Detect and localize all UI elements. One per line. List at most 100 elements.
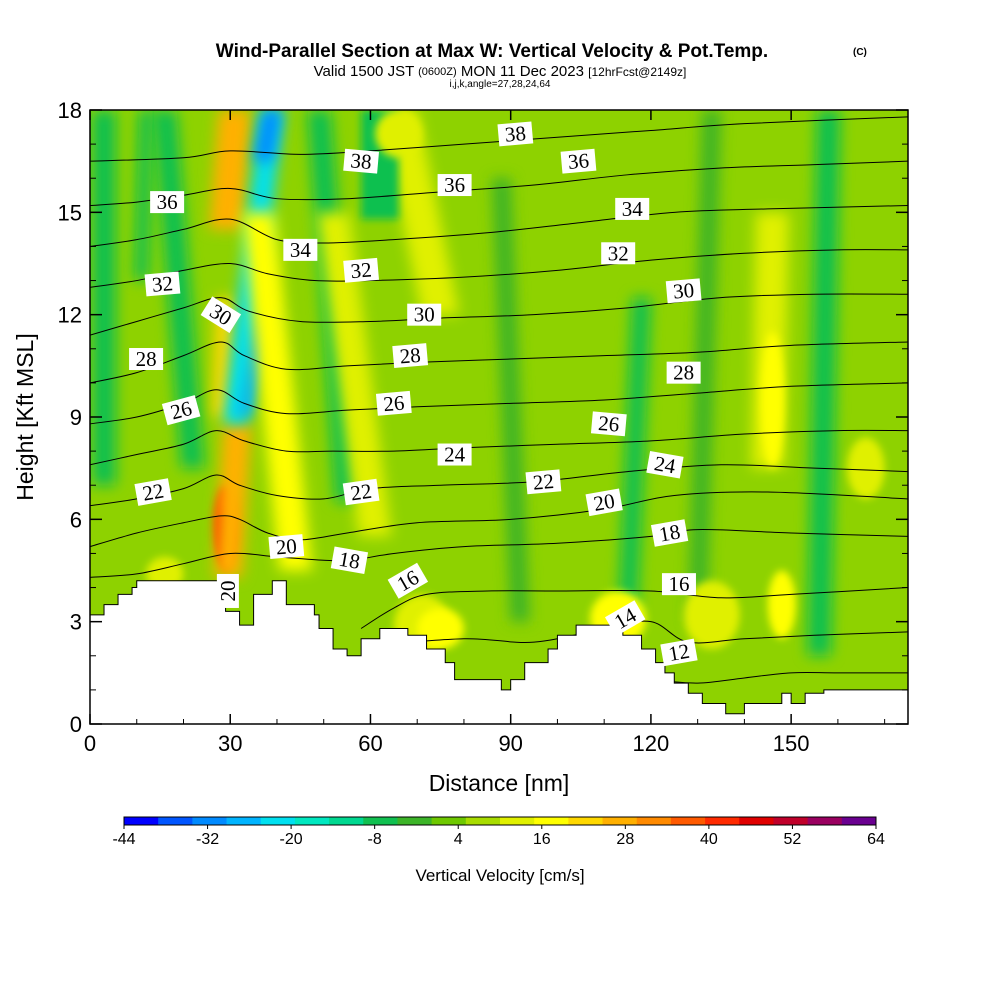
y-tick-label: 9 — [70, 405, 82, 430]
contour-label-14: 28 — [392, 343, 429, 369]
contour-label-text: 20 — [275, 534, 298, 560]
subtitle-fcst: [12hrFcst@2149z] — [588, 65, 686, 79]
contour-label-11: 30 — [407, 303, 442, 327]
contour-label-text: 36 — [157, 190, 178, 214]
contour-label-20: 24 — [646, 450, 684, 479]
contour-label-box — [200, 296, 242, 334]
x-tick-label: 30 — [218, 731, 242, 756]
contour-label-text: 20 — [592, 489, 617, 516]
subtitle-date: MON 11 Dec 2023 — [461, 63, 584, 80]
x-tick-label: 60 — [358, 731, 382, 756]
contour-label-box — [646, 450, 684, 479]
contour-label-box — [437, 174, 472, 197]
y-tick-label: 6 — [70, 507, 82, 532]
chart-subtitle: Valid 1500 JST (0600Z) MON 11 Dec 2023 [… — [314, 62, 687, 80]
y-tick-label: 18 — [58, 98, 82, 123]
contour-label-1: 38 — [497, 121, 534, 147]
chart-title: Wind-Parallel Section at Max W: Vertical… — [216, 41, 768, 62]
contour-label-text: 34 — [622, 197, 644, 221]
contour-label-box — [283, 238, 318, 261]
contour-label-18: 26 — [590, 411, 627, 437]
contour-label-text: 26 — [597, 411, 620, 437]
contour-label-box — [216, 573, 239, 608]
y-tick-label: 0 — [70, 712, 82, 737]
contour-label-text: 12 — [667, 639, 692, 666]
contour-label-box — [375, 390, 412, 416]
contour-label-box — [661, 573, 696, 596]
x-tick-label: 120 — [633, 731, 670, 756]
contour-label-text: 22 — [349, 479, 373, 506]
contour-label-31: 14 — [604, 600, 646, 637]
contour-label-box — [660, 638, 698, 667]
contour-label-text: 34 — [290, 238, 312, 262]
contour-label-text: 38 — [350, 148, 373, 174]
colorbar-swatch — [841, 817, 877, 825]
colorbar-swatch — [705, 817, 740, 825]
subtitle-valid: Valid 1500 JST — [314, 63, 414, 80]
colorbar-swatch — [397, 817, 433, 825]
contour-label-box — [387, 562, 429, 599]
contour-label-box — [560, 148, 597, 174]
contour-label-box — [407, 303, 442, 326]
velocity-plume-20 — [134, 110, 154, 281]
velocity-core-26 — [767, 570, 796, 639]
contour-label-box — [330, 546, 369, 575]
contour-label-box — [150, 191, 185, 214]
isentrope-14 — [370, 620, 908, 647]
isentrope-38 — [90, 116, 908, 162]
contour-label-text: 32 — [350, 257, 373, 283]
isentrope-24 — [90, 429, 908, 466]
x-axis-label: Distance [nm] — [429, 770, 570, 796]
contour-label-box — [144, 271, 181, 297]
contour-label-2: 36 — [150, 190, 185, 214]
contour-label-23: 22 — [525, 469, 562, 495]
contour-label-26: 20 — [216, 573, 240, 608]
contour-label-7: 32 — [144, 271, 181, 297]
contour-label-24: 20 — [268, 534, 305, 560]
colorbar-tick-label: -44 — [112, 831, 135, 848]
contour-label-4: 36 — [560, 148, 597, 174]
colorbar-tick-label: 16 — [533, 831, 551, 848]
contour-label-box — [392, 343, 429, 369]
contour-label-8: 32 — [343, 257, 380, 283]
velocity-core-16 — [760, 331, 785, 469]
colorbar-swatch — [670, 817, 706, 825]
colorbar-swatch — [500, 817, 535, 825]
colorbar-swatch — [192, 817, 228, 825]
contour-label-box — [604, 600, 646, 637]
velocity-plume-12 — [491, 178, 530, 622]
contour-label-box — [437, 443, 472, 466]
colorbar-swatch — [636, 817, 672, 825]
colorbar-tick-label: 28 — [616, 831, 634, 848]
contour-label-text: 26 — [382, 390, 405, 416]
y-tick-label: 15 — [58, 200, 82, 225]
colorbar-swatch — [602, 817, 638, 825]
subtitle-utc: (0600Z) — [418, 66, 457, 78]
velocity-plume-17 — [807, 110, 841, 656]
contour-label-17: 26 — [375, 390, 412, 416]
contour-label-30: 16 — [661, 572, 696, 596]
contour-label-3: 36 — [437, 173, 472, 197]
contour-label-box — [134, 478, 172, 506]
y-tick-label: 3 — [70, 610, 82, 635]
contour-label-text: 28 — [399, 343, 422, 369]
colorbar-tick-label: -32 — [196, 831, 219, 848]
contour-label-box — [343, 257, 380, 283]
contour-label-text: 38 — [504, 121, 527, 147]
colorbar-swatch — [568, 817, 604, 825]
contour-label-9: 32 — [601, 241, 636, 265]
contour-label-box — [268, 534, 305, 560]
contour-label-box — [665, 278, 702, 304]
velocity-plume-2 — [213, 423, 252, 578]
colorbar-label: Vertical Velocity [cm/s] — [415, 866, 584, 885]
velocity-plume-18 — [92, 110, 116, 486]
contour-label-15: 28 — [666, 361, 701, 385]
contour-label-box — [129, 348, 164, 371]
velocity-plume-3 — [209, 110, 252, 230]
contour-label-21: 22 — [134, 478, 172, 506]
y-axis-label: Height [Kft MSL] — [12, 333, 38, 500]
colorbar-swatch — [329, 817, 364, 825]
